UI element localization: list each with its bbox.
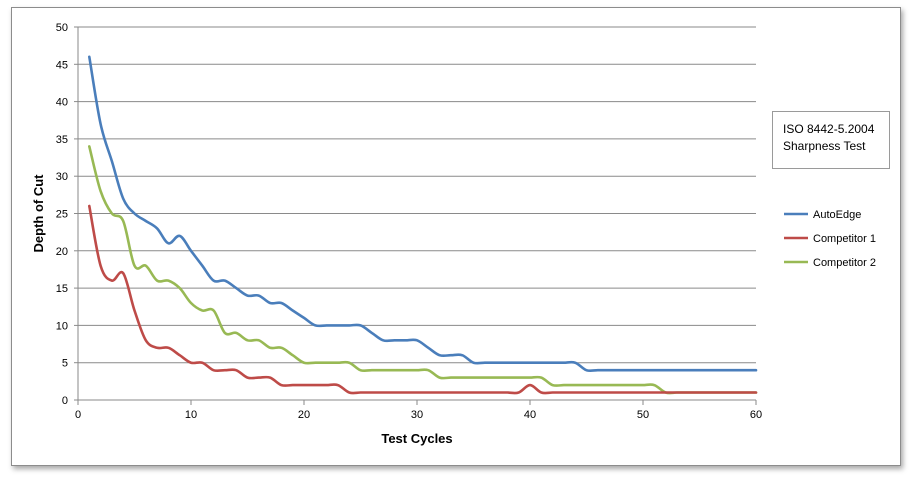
y-tick-labels: 0 5 10 15 20 25 30 35 40 45 50 [56, 22, 68, 407]
x-tick-label: 30 [411, 409, 423, 421]
x-tick-label: 60 [750, 409, 762, 421]
x-tick-label: 10 [185, 409, 197, 421]
y-tick-label: 45 [56, 59, 68, 71]
y-tick-label: 10 [56, 320, 68, 332]
y-tick-label: 5 [62, 358, 68, 370]
y-tick-label: 30 [56, 171, 68, 183]
y-tick-label: 20 [56, 246, 68, 258]
chart-frame [11, 7, 901, 466]
y-tick-label: 0 [62, 395, 68, 407]
y-tick-label: 40 [56, 97, 68, 109]
y-tick-label: 15 [56, 283, 68, 295]
series-lines [88, 55, 758, 395]
x-tick-label: 40 [524, 409, 536, 421]
annotation-box: ISO 8442-5.2004 Sharpness Test [772, 111, 890, 169]
x-tick-labels: 0 10 20 30 40 50 60 [75, 409, 762, 421]
legend-label-autoedge: AutoEdge [813, 209, 861, 221]
x-tick-label: 20 [298, 409, 310, 421]
y-tick-label: 25 [56, 209, 68, 221]
axes [77, 27, 757, 405]
series-line-autoedge [88, 55, 758, 373]
y-tick-label: 50 [56, 22, 68, 34]
y-axis-title: Depth of Cut [31, 174, 46, 253]
gridlines [74, 26, 756, 401]
series-line-competitor-1 [88, 204, 758, 395]
legend-label-competitor-1: Competitor 1 [813, 233, 876, 245]
annotation-line-1: ISO 8442-5.2004 [783, 122, 875, 136]
legend: AutoEdge Competitor 1 Competitor 2 [784, 209, 876, 269]
x-tick-label: 0 [75, 409, 81, 421]
legend-label-competitor-2: Competitor 2 [813, 257, 876, 269]
annotation-line-2: Sharpness Test [783, 139, 866, 153]
series-line-competitor-2 [88, 145, 758, 395]
y-tick-label: 35 [56, 134, 68, 146]
x-tick-label: 50 [637, 409, 649, 421]
x-axis-title: Test Cycles [381, 431, 452, 446]
